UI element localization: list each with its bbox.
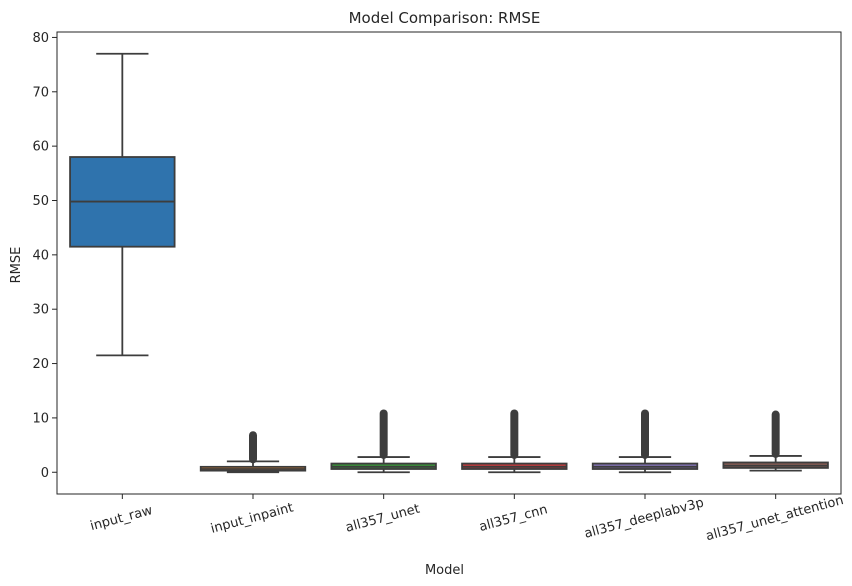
y-tick-label: 30 — [32, 303, 49, 318]
outlier-points — [379, 409, 388, 459]
y-axis-title: RMSE — [9, 247, 24, 284]
box-all357_cnn — [461, 409, 568, 474]
box-all357_deeplabv3p — [591, 409, 699, 474]
box-input_raw — [69, 52, 176, 357]
y-tick-label: 50 — [32, 194, 49, 209]
box-all357_unet — [330, 409, 437, 474]
y-tick-label: 20 — [32, 357, 49, 372]
x-axis-title: Model — [425, 563, 464, 578]
y-tick-label: 60 — [32, 140, 49, 155]
outlier-points — [641, 409, 649, 459]
plot-area — [69, 52, 829, 474]
outlier-points — [249, 431, 257, 464]
box-all357_unet_attention — [722, 410, 829, 472]
y-tick-label: 70 — [32, 85, 49, 100]
chart-title: Model Comparison: RMSE — [349, 9, 541, 27]
outlier-points — [771, 410, 780, 458]
y-axis: 0 10 20 30 40 50 60 70 80 — [32, 31, 57, 481]
plot-frame — [56, 31, 842, 495]
box-input_inpaint — [199, 431, 307, 474]
y-tick-label: 0 — [41, 466, 49, 481]
y-tick-label: 80 — [32, 31, 49, 46]
y-tick-label: 10 — [32, 411, 49, 426]
outlier-points — [510, 409, 519, 459]
y-tick-label: 40 — [32, 248, 49, 263]
